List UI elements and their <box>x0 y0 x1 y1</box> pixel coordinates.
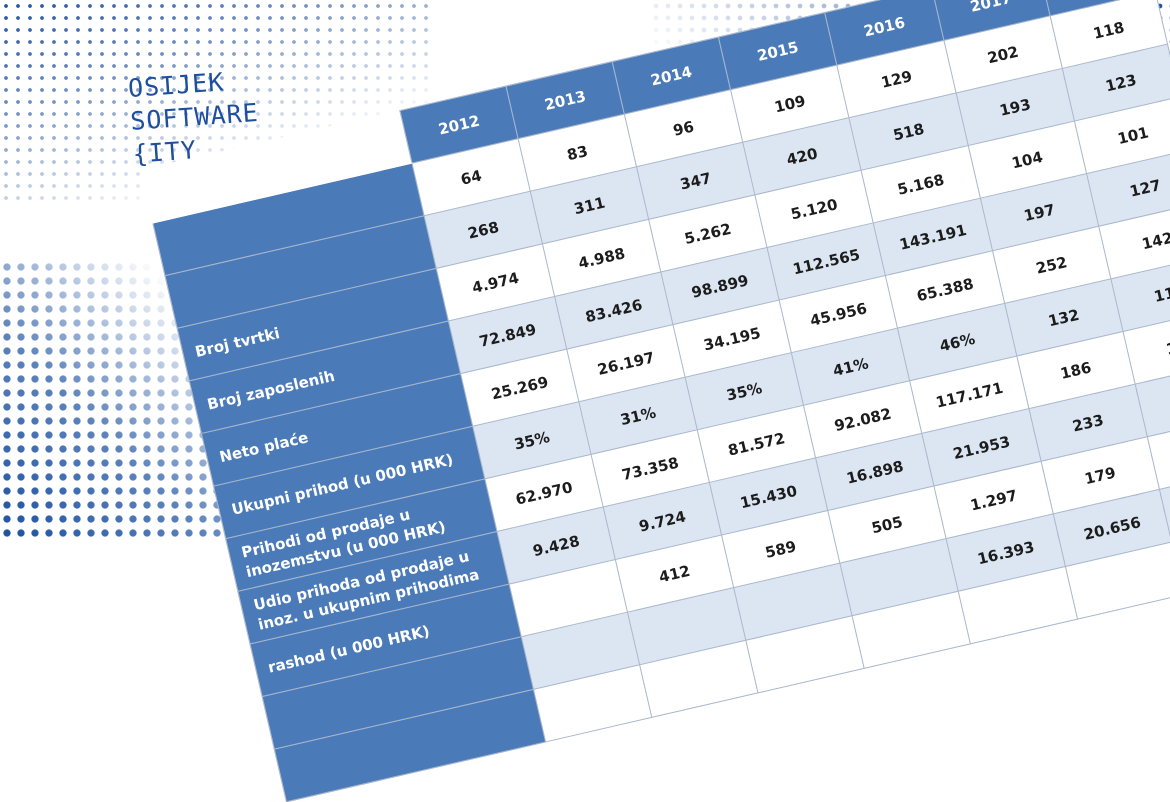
statistics-table: 2012 2013 2014 2015 2016 2017 2018 64 83… <box>140 0 1170 802</box>
statistics-table-container: 2012 2013 2014 2015 2016 2017 2018 64 83… <box>140 0 1170 802</box>
